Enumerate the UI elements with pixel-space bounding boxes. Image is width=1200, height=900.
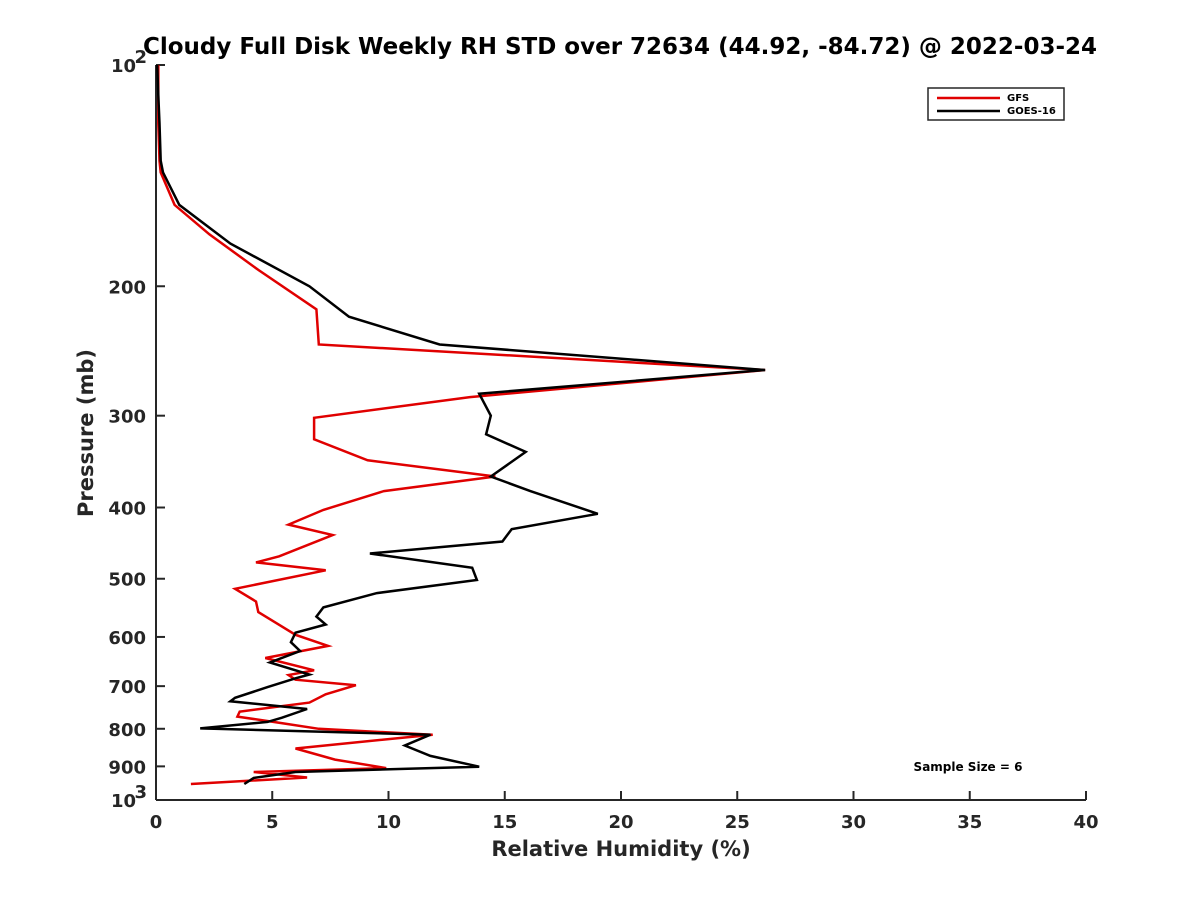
y-tick-label: 200 <box>108 277 146 298</box>
x-tick-label: 10 <box>376 812 401 833</box>
x-tick-label: 25 <box>725 812 750 833</box>
chart-title: Cloudy Full Disk Weekly RH STD over 7263… <box>143 34 1097 60</box>
x-axis-label: Relative Humidity (%) <box>491 837 750 861</box>
x-tick-label: 5 <box>266 812 279 833</box>
x-axis-ticks: 0 5 10 15 20 25 30 35 40 <box>150 791 1099 833</box>
legend-label-goes16: GOES-16 <box>1007 106 1056 117</box>
x-tick-label: 0 <box>150 812 163 833</box>
y-tick-label: 400 <box>108 499 146 520</box>
x-tick-label: 15 <box>492 812 517 833</box>
series-line-gfs <box>157 65 766 786</box>
series-lines <box>155 64 766 786</box>
y-axis-label: Pressure (mb) <box>74 349 98 517</box>
x-tick-label: 35 <box>957 812 982 833</box>
legend: GFS GOES-16 <box>927 87 1065 121</box>
x-tick-label: 40 <box>1073 812 1098 833</box>
x-tick-label: 20 <box>608 812 633 833</box>
series-line-goes16 <box>155 64 766 786</box>
y-tick-label-power: 10 <box>111 791 136 812</box>
y-tick-label: 700 <box>108 677 146 698</box>
y-tick-label: 900 <box>108 757 146 778</box>
plot-area: 0 5 10 15 20 25 30 35 40 10220030040050060070080… <box>108 47 1098 833</box>
y-tick-label: 500 <box>108 570 146 591</box>
sample-size-annotation: Sample Size = 6 <box>914 760 1023 774</box>
y-tick-exponent: 2 <box>134 47 147 68</box>
y-tick-label: 800 <box>108 720 146 741</box>
y-tick-label: 600 <box>108 628 146 649</box>
legend-label-gfs: GFS <box>1007 93 1029 104</box>
legend-box <box>927 87 1065 121</box>
y-tick-exponent: 3 <box>134 782 147 803</box>
y-tick-label: 300 <box>108 407 146 428</box>
x-tick-label: 30 <box>841 812 866 833</box>
y-tick-label-power: 10 <box>111 56 136 77</box>
